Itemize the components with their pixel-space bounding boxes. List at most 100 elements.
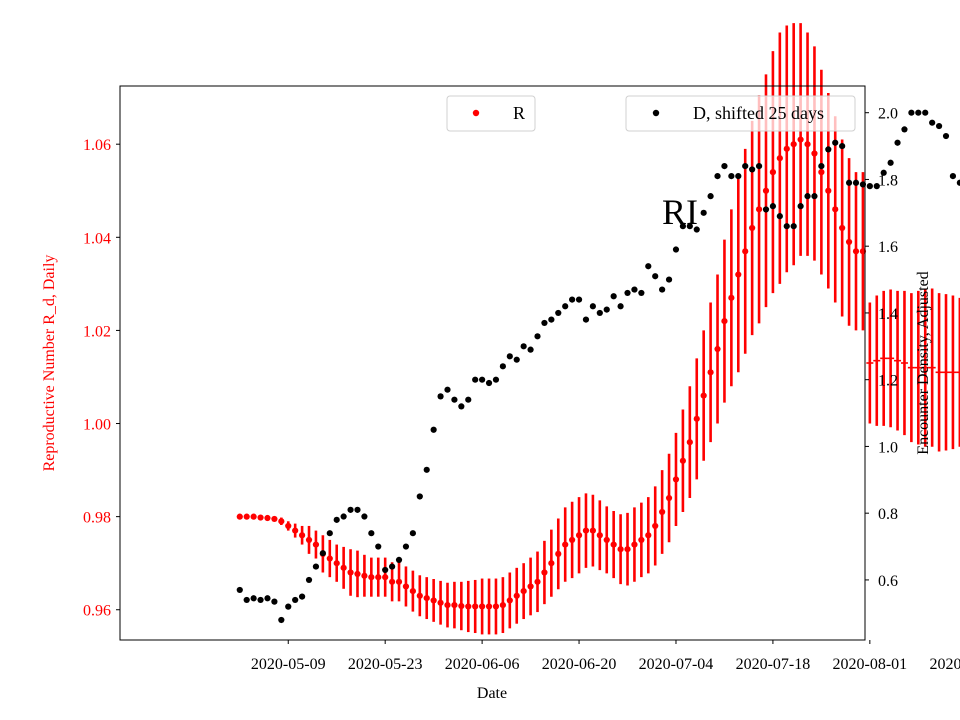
r-point xyxy=(645,532,652,539)
r-point xyxy=(292,527,299,534)
d-point xyxy=(596,309,603,317)
d-point xyxy=(783,223,790,230)
d-point xyxy=(686,223,693,230)
d-point xyxy=(541,319,548,327)
d-point xyxy=(922,109,929,116)
d-point xyxy=(361,513,368,520)
r-point xyxy=(312,541,320,548)
d-point xyxy=(513,356,520,363)
r-point xyxy=(458,602,465,610)
r-late-group xyxy=(866,288,960,452)
d-point xyxy=(285,603,292,610)
r-point xyxy=(361,572,368,579)
r-point xyxy=(769,169,777,176)
r-point xyxy=(839,224,846,232)
d-point xyxy=(437,393,444,400)
r-point xyxy=(811,150,818,157)
r-point xyxy=(534,578,541,585)
ri-annotation: RI xyxy=(662,192,698,232)
r-point xyxy=(679,457,687,464)
r-point xyxy=(298,532,306,539)
d-point xyxy=(728,173,735,180)
r-point xyxy=(520,588,527,595)
d-point xyxy=(790,223,797,230)
d-point xyxy=(430,426,437,433)
d-point xyxy=(243,596,250,604)
r-point xyxy=(804,141,811,148)
d-point xyxy=(672,246,680,253)
d-point xyxy=(714,173,721,180)
d-point xyxy=(721,162,728,170)
r-point xyxy=(749,224,756,232)
d-point xyxy=(638,289,645,297)
r-point xyxy=(859,248,867,255)
d-point xyxy=(901,126,908,133)
r-point xyxy=(617,546,624,553)
d-point xyxy=(645,263,652,270)
r-point xyxy=(485,603,493,610)
r-point xyxy=(562,541,569,548)
x-tick-label: 2020-05-09 xyxy=(251,656,326,673)
r-point xyxy=(506,597,513,604)
r-point xyxy=(499,601,506,609)
y-right-tick-label: 1.2 xyxy=(878,373,898,390)
r-point xyxy=(825,187,832,194)
d-point xyxy=(776,213,783,220)
r-point xyxy=(243,513,250,520)
r-point xyxy=(569,536,576,544)
d-point xyxy=(742,162,749,170)
r-point xyxy=(672,476,680,483)
r-points-group xyxy=(236,136,867,610)
d-point xyxy=(818,162,825,170)
d-point xyxy=(679,223,687,230)
d-point xyxy=(520,343,527,350)
d-point xyxy=(492,376,500,383)
r-point xyxy=(285,522,292,530)
d-point xyxy=(749,166,756,173)
d-point xyxy=(250,595,257,602)
d-point xyxy=(368,530,375,537)
d-point xyxy=(866,183,873,190)
r-point xyxy=(382,574,389,581)
d-point xyxy=(347,506,354,513)
r-point xyxy=(693,415,700,422)
r-point xyxy=(465,603,472,610)
r-point xyxy=(278,518,285,525)
r-point xyxy=(755,206,763,213)
r-point xyxy=(610,541,617,548)
d-point xyxy=(534,333,541,340)
y-left-tick-label: 1.06 xyxy=(83,137,111,154)
d-point xyxy=(693,226,700,233)
legend-d-marker xyxy=(652,109,660,117)
d-point xyxy=(575,296,583,303)
d-point xyxy=(472,376,479,383)
x-axis-label: Date xyxy=(477,685,507,702)
d-point xyxy=(887,159,894,166)
y-axis-left: 0.96 0.98 1.00 1.02 1.04 1.06 xyxy=(83,137,120,620)
r-point xyxy=(548,560,555,567)
r-point xyxy=(354,570,361,577)
d-point xyxy=(755,162,763,170)
d-point xyxy=(354,506,361,513)
r-point xyxy=(257,514,264,521)
d-point xyxy=(465,396,472,403)
x-tick-label: 2020-06-20 xyxy=(542,656,617,673)
y-right-tick-label: 1.0 xyxy=(878,439,898,456)
y-right-tick-label: 2.0 xyxy=(878,106,898,123)
r-point xyxy=(686,439,693,446)
r-point xyxy=(416,592,423,599)
r-point xyxy=(402,583,410,590)
r-point xyxy=(624,546,631,553)
d-point xyxy=(915,109,922,116)
d-point xyxy=(333,516,340,523)
legend-d: D, shifted 25 days xyxy=(625,95,856,132)
r-point xyxy=(818,169,825,176)
legend-d-label: D, shifted 25 days xyxy=(693,103,824,123)
r-point xyxy=(409,588,416,595)
d-point xyxy=(312,563,320,570)
d-point xyxy=(873,183,880,190)
r-point xyxy=(333,560,340,567)
d-point xyxy=(506,353,513,360)
r-point xyxy=(368,574,375,581)
d-point xyxy=(735,173,742,180)
